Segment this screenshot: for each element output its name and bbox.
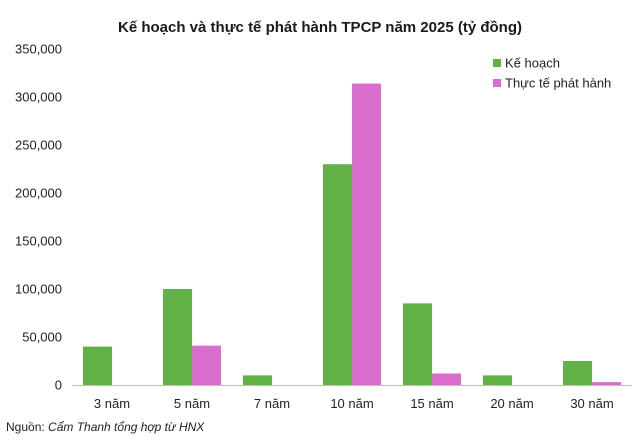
source-prefix: Nguồn:: [6, 420, 48, 434]
y-tick-label: 200,000: [15, 186, 62, 201]
bar-ke-hoach: [243, 375, 272, 385]
y-tick-label: 0: [55, 378, 62, 393]
x-axis: 3 năm 5 năm 7 năm 10 năm 15 năm 20 năm 30 năm: [72, 385, 632, 411]
x-tick-label: 10 năm: [330, 396, 373, 411]
bar-ke-hoach: [323, 164, 352, 385]
legend-label: Kế hoạch: [505, 56, 560, 71]
bar-thuc-te: [592, 382, 621, 385]
legend: Kế hoạch Thực tế phát hành: [493, 56, 611, 91]
x-tick-label: 20 năm: [490, 396, 533, 411]
x-tick-label: 3 năm: [94, 396, 130, 411]
bar-ke-hoach: [83, 346, 112, 385]
y-tick-label: 350,000: [15, 42, 62, 57]
source-text: Cẩm Thanh tổng hợp từ HNX: [48, 420, 205, 434]
x-tick-label: 7 năm: [254, 396, 290, 411]
chart-title: Kế hoạch và thực tế phát hành TPCP năm 2…: [118, 19, 522, 36]
y-tick-label: 150,000: [15, 234, 62, 249]
source-note: Nguồn: Cẩm Thanh tổng hợp từ HNX: [6, 420, 205, 434]
legend-swatch: [493, 79, 501, 87]
y-tick-label: 50,000: [22, 330, 62, 345]
y-tick-label: 100,000: [15, 282, 62, 297]
y-axis: 0 50,000 100,000 150,000 200,000 250,000 300,0…: [15, 42, 62, 393]
x-tick-label: 5 năm: [174, 396, 210, 411]
legend-swatch: [493, 59, 501, 67]
bar-ke-hoach: [163, 289, 192, 385]
bar-thuc-te: [192, 345, 221, 385]
y-tick-label: 300,000: [15, 90, 62, 105]
bars: [83, 83, 621, 385]
y-tick-label: 250,000: [15, 138, 62, 153]
legend-label: Thực tế phát hành: [505, 76, 611, 91]
bar-ke-hoach: [563, 361, 592, 385]
x-tick-label: 30 năm: [570, 396, 613, 411]
bar-ke-hoach: [403, 303, 432, 385]
bar-thuc-te: [432, 373, 461, 385]
x-tick-label: 15 năm: [410, 396, 453, 411]
bar-ke-hoach: [483, 375, 512, 385]
bar-thuc-te: [352, 83, 381, 385]
